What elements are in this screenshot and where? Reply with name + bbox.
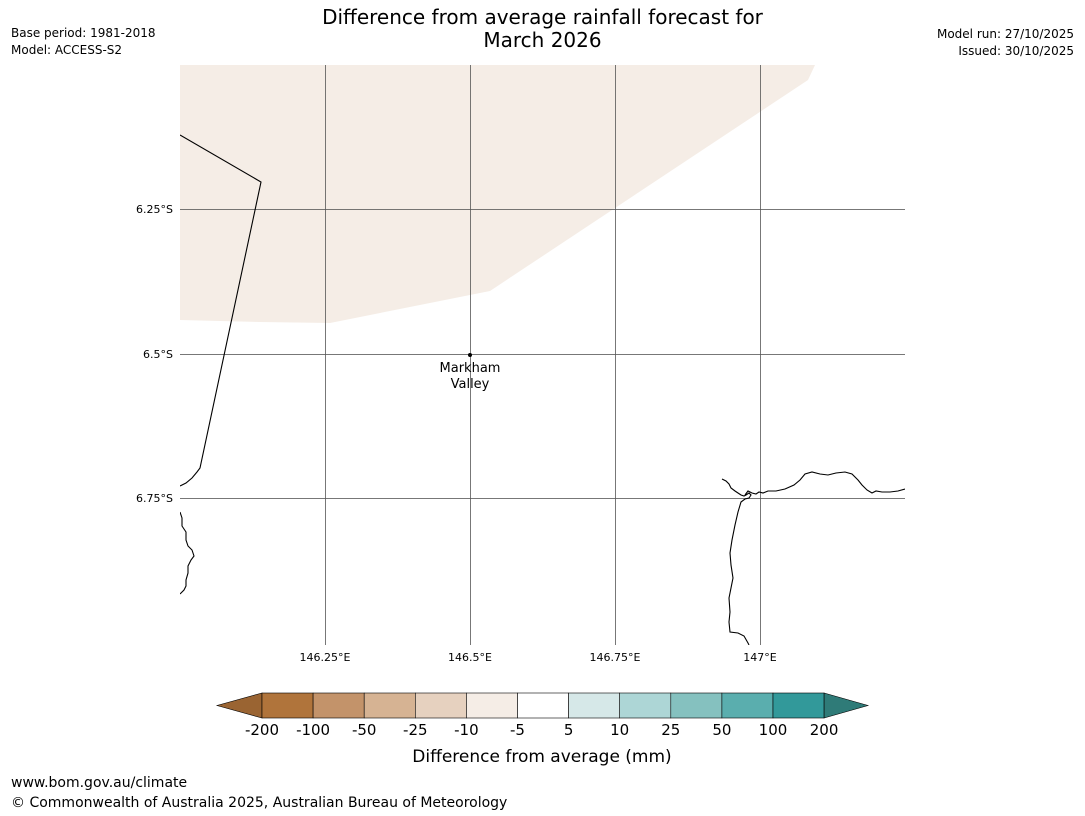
place-name-line-2: Valley	[451, 377, 490, 392]
colorbar-segment	[721, 692, 774, 719]
colorbar-tick-label: -50	[352, 721, 377, 739]
colorbar-segment	[414, 692, 467, 719]
coastline-west	[180, 511, 195, 595]
colorbar-tick-label: -200	[245, 721, 279, 739]
colorbar-tick-label: 100	[759, 721, 788, 739]
colorbar-extension-high	[823, 692, 870, 719]
base-period-text: Base period: 1981-2018	[11, 26, 156, 40]
colorbar-tick-label: 200	[810, 721, 839, 739]
border-line	[180, 134, 262, 487]
meta-left: Base period: 1981-2018 Model: ACCESS-S2	[11, 25, 156, 59]
colorbar-title: Difference from average (mm)	[412, 747, 671, 767]
colorbar-segment	[670, 692, 723, 719]
model-text: Model: ACCESS-S2	[11, 43, 123, 57]
place-markham-valley: Markham Valley	[440, 353, 501, 392]
colorbar-segment	[363, 692, 416, 719]
lat-label-6-75: 6.75°S	[136, 492, 173, 505]
colorbar-tick-label: -100	[296, 721, 330, 739]
title-line-2: March 2026	[483, 28, 602, 52]
lon-label-146-25: 146.25°E	[300, 651, 351, 664]
place-name-line-1: Markham	[440, 361, 501, 376]
lat-label-6-25: 6.25°S	[136, 203, 173, 216]
colorbar-segment	[517, 692, 569, 719]
colorbar-tick-label: -5	[510, 721, 525, 739]
lat-label-6-5: 6.5°S	[143, 348, 173, 361]
colorbar-tick-label: 50	[712, 721, 731, 739]
colorbar-segment	[466, 692, 518, 719]
chart-title: Difference from average rainfall forecas…	[0, 6, 1085, 52]
colorbar-tick-label: 10	[610, 721, 629, 739]
longitude-labels: 146.25°E 146.5°E 146.75°E 147°E	[300, 651, 777, 664]
coastline-north-east	[744, 471, 905, 496]
place-marker	[468, 353, 472, 357]
lon-label-147: 147°E	[743, 651, 776, 664]
colorbar-extension-low	[215, 692, 263, 719]
model-run-text: Model run: 27/10/2025	[936, 27, 1074, 41]
lon-label-146-75: 146.75°E	[590, 651, 641, 664]
colorbar-segment	[261, 692, 314, 719]
colorbar-tick-label: 25	[661, 721, 680, 739]
colorbar-tick-label: 5	[564, 721, 574, 739]
graticule	[180, 65, 905, 645]
colorbar-segment	[619, 692, 672, 719]
colorbar-segment	[772, 692, 825, 719]
latitude-labels: 6.25°S 6.5°S 6.75°S	[136, 203, 173, 505]
forecast-shaded-region	[180, 65, 815, 323]
colorbar-tick-labels: -200 -100 -50 -25 -10 -5 5 10 25 50 100 200	[245, 721, 838, 739]
colorbar-segment	[568, 692, 620, 719]
title-line-1: Difference from average rainfall forecas…	[322, 5, 763, 29]
map-area: Markham Valley	[180, 65, 905, 645]
colorbar	[215, 692, 870, 719]
colorbar-tick-label: -10	[454, 721, 479, 739]
meta-right: Model run: 27/10/2025 Issued: 30/10/2025	[937, 26, 1074, 60]
issued-text: Issued: 30/10/2025	[958, 44, 1074, 58]
colorbar-tick-label: -25	[403, 721, 428, 739]
lon-label-146-5: 146.5°E	[448, 651, 492, 664]
coastline-east	[721, 478, 752, 645]
footer-url: www.bom.gov.au/climate	[11, 775, 188, 791]
colorbar-segment	[312, 692, 365, 719]
footer-copyright: © Commonwealth of Australia 2025, Austra…	[11, 795, 508, 811]
